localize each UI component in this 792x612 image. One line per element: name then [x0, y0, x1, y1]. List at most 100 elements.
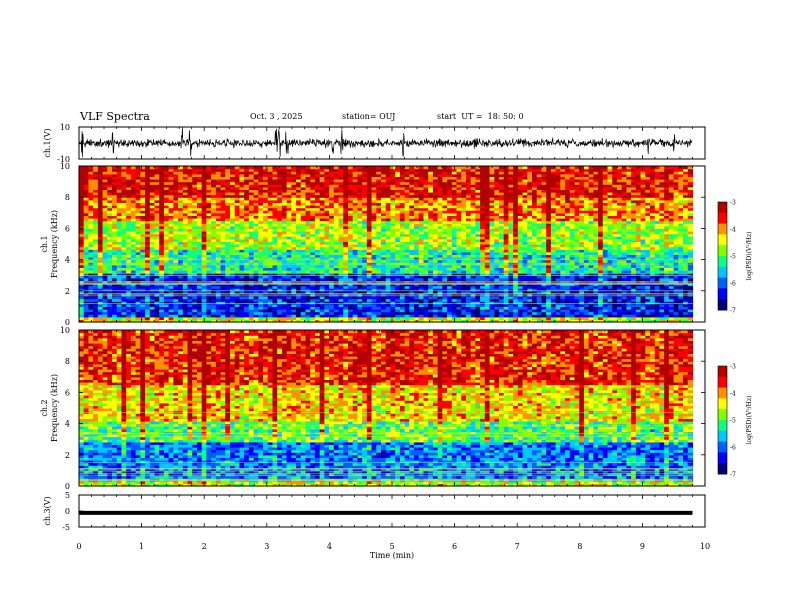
spectro-cell — [182, 288, 189, 292]
spectro-cell — [211, 179, 217, 183]
spectro-cell — [234, 285, 241, 289]
spectro-cell — [116, 223, 123, 227]
spectro-cell — [338, 303, 344, 307]
spectro-cell — [168, 186, 174, 190]
spectro-cell — [244, 199, 250, 203]
spectro-cell — [395, 319, 401, 323]
spectro-cell — [220, 244, 226, 248]
spectro-cell — [432, 202, 439, 206]
spectro-cell — [135, 176, 141, 180]
spectro-cell — [414, 241, 420, 245]
spectro-cell — [201, 215, 208, 219]
spectro-cell — [272, 189, 278, 193]
spectro-cell — [130, 166, 137, 170]
spectro-cell — [178, 311, 184, 315]
spectro-cell — [83, 181, 90, 185]
spectro-cell — [88, 189, 94, 193]
spectro-cell — [310, 259, 316, 263]
spectro-cell — [366, 228, 373, 232]
spectro-cell — [267, 215, 274, 219]
spectro-cell — [159, 212, 165, 216]
spectro-cell — [79, 264, 85, 268]
spectro-cell — [97, 298, 104, 302]
spectro-cell — [154, 199, 160, 203]
spectro-cell — [244, 283, 250, 287]
spectro-cell — [192, 228, 198, 232]
spectro-cell — [414, 207, 420, 211]
spectro-cell — [215, 306, 222, 310]
spectro-cell — [277, 179, 283, 183]
spectro-cell — [130, 296, 137, 300]
spectro-cell — [248, 176, 255, 180]
spectro-cell — [159, 202, 165, 206]
spectro-cell — [107, 257, 113, 261]
spectro-cell — [371, 171, 377, 175]
spectro-cell — [390, 205, 396, 209]
spectro-cell — [324, 186, 330, 190]
spectro-cell — [149, 270, 156, 274]
spectro-cell — [149, 238, 156, 242]
spectro-cell — [371, 186, 377, 190]
spectro-cell — [329, 319, 335, 323]
spectro-cell — [168, 173, 174, 177]
spectro-cell — [253, 254, 259, 258]
spectro-cell — [277, 244, 283, 248]
spectro-cell — [423, 257, 429, 261]
spectro-cell — [163, 236, 170, 240]
spectro-cell — [135, 205, 141, 209]
spectro-cell — [135, 210, 141, 214]
spectro-cell — [93, 202, 99, 206]
spectro-cell — [163, 277, 170, 281]
spectro-cell — [267, 311, 274, 315]
spectro-cell — [225, 272, 231, 276]
spectro-cell — [267, 223, 274, 227]
spectro-cell — [281, 168, 288, 172]
spectro-cell — [196, 244, 203, 248]
spectro-cell — [201, 181, 208, 185]
spectro-cell — [225, 176, 231, 180]
spectro-cell — [352, 288, 359, 292]
spectro-cell — [399, 228, 406, 232]
spectro-cell — [418, 228, 425, 232]
spectro-cell — [437, 202, 443, 206]
spectro-cell — [338, 241, 344, 245]
spectro-cell — [145, 319, 151, 323]
spectro-cell — [324, 314, 330, 318]
spectro-cell — [395, 173, 401, 177]
spectro-cell — [432, 228, 439, 232]
spectro-cell — [239, 171, 245, 175]
spectro-cell — [324, 244, 330, 248]
spectro-cell — [395, 316, 401, 320]
spectro-cell — [404, 249, 410, 253]
spectro-cell — [432, 168, 439, 172]
spectro-cell — [423, 173, 429, 177]
spectro-cell — [399, 314, 406, 318]
spectro-cell — [234, 272, 241, 276]
spectro-cell — [182, 205, 189, 209]
spectro-cell — [395, 210, 401, 214]
spectro-cell — [225, 309, 231, 313]
spectro-cell — [149, 176, 156, 180]
spectro-cell — [220, 280, 226, 284]
spectro-cell — [173, 277, 179, 281]
spectro-cell — [173, 309, 179, 313]
spectro-cell — [159, 283, 165, 287]
spectro-cell — [300, 254, 307, 258]
spectro-cell — [88, 264, 94, 268]
spectro-cell — [149, 225, 156, 229]
spectro-cell — [362, 319, 368, 323]
spectro-cell — [447, 202, 453, 206]
spectro-cell — [414, 236, 420, 240]
spectro-cell — [319, 225, 325, 229]
spectro-cell — [376, 309, 382, 313]
spectro-cell — [88, 241, 94, 245]
spectro-cell — [149, 257, 156, 261]
spectro-cell — [263, 306, 269, 310]
spectro-cell — [211, 275, 217, 279]
spectro-cell — [352, 202, 359, 206]
spectro-cell — [187, 293, 193, 297]
spectro-cell — [319, 280, 325, 284]
spectro-cell — [201, 296, 208, 300]
spectro-cell — [324, 277, 330, 281]
spectro-cell — [381, 179, 387, 183]
